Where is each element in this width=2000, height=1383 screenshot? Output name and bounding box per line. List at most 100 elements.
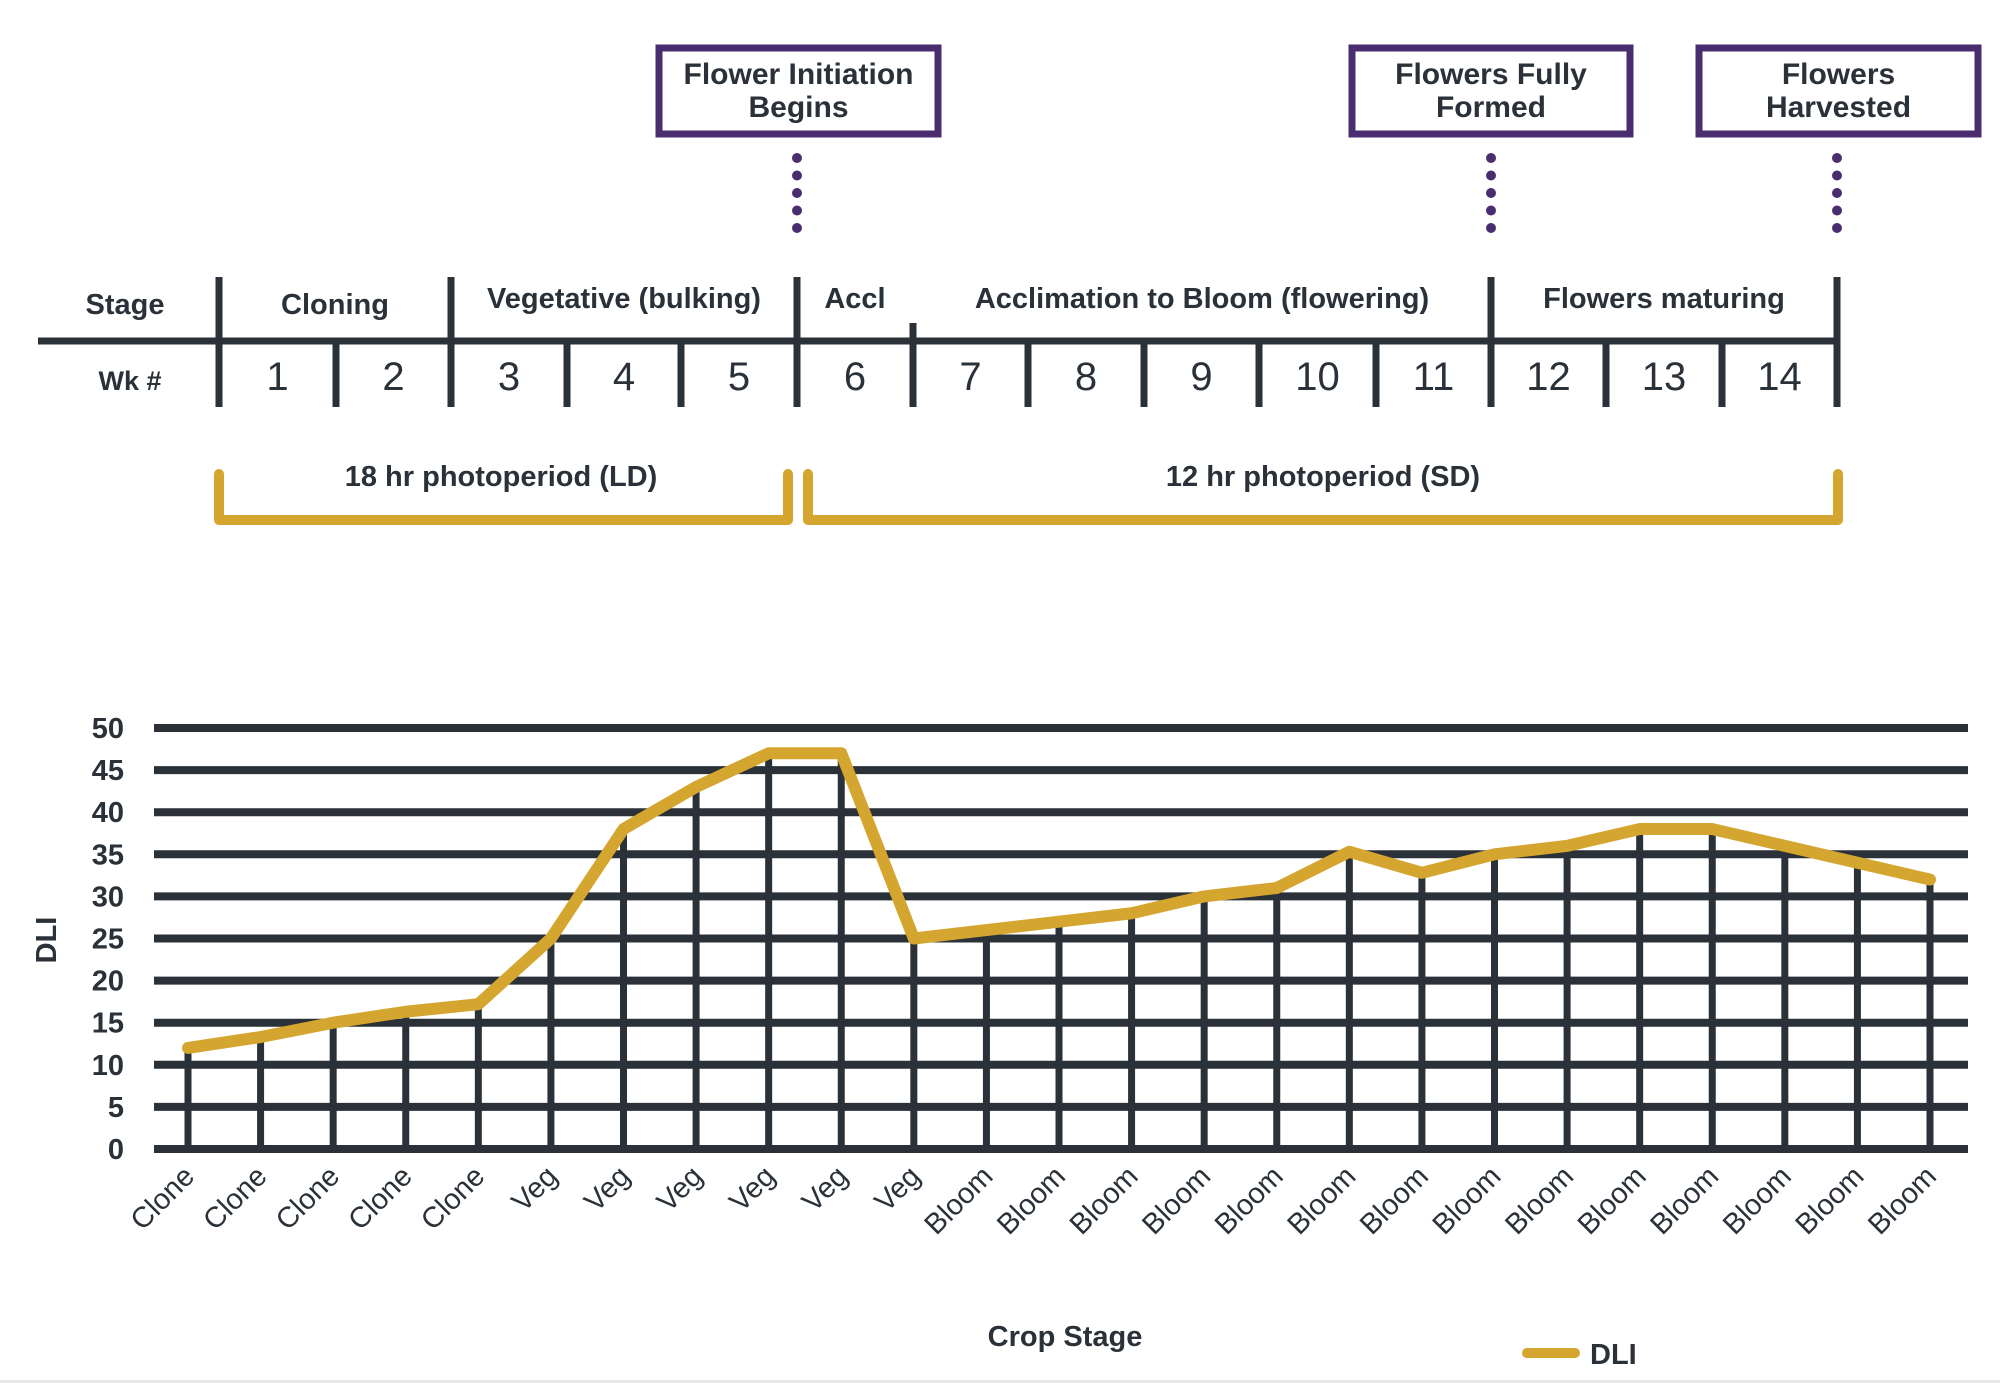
week-number: 4: [613, 355, 635, 399]
x-tick-label: Bloom: [1644, 1160, 1725, 1241]
x-tick-label: Bloom: [1282, 1160, 1363, 1241]
week-number: 5: [728, 355, 750, 399]
x-tick-label: Bloom: [1717, 1160, 1798, 1241]
milestone-text: Formed: [1436, 91, 1546, 124]
milestone-text: Flowers: [1782, 58, 1895, 91]
week-number: 3: [498, 355, 520, 399]
legend: DLI: [1522, 1339, 1637, 1371]
milestone-text: Begins: [748, 91, 848, 124]
milestone-dot: [792, 170, 802, 181]
x-tick-label: Bloom: [1064, 1160, 1145, 1241]
bracket-long-day: [214, 469, 793, 525]
y-tick-label: 35: [92, 839, 124, 871]
x-tick-label: Bloom: [991, 1160, 1072, 1241]
week-number: 2: [382, 355, 404, 399]
milestone-dot: [792, 223, 802, 233]
x-tick-label: Veg: [578, 1160, 636, 1218]
week-number: 14: [1757, 355, 1802, 399]
y-tick-label: 0: [108, 1134, 124, 1166]
milestone-dot: [1486, 205, 1496, 216]
milestone-dot: [1486, 188, 1496, 198]
stage-acclimation-to-bloom: Acclimation to Bloom (flowering): [975, 283, 1429, 315]
y-tick-label: 5: [108, 1092, 124, 1124]
week-number: 9: [1190, 355, 1212, 399]
milestone-dot: [792, 205, 802, 216]
week-number: 12: [1526, 355, 1571, 399]
stage-flowers-maturing: Flowers maturing: [1543, 283, 1785, 315]
x-tick-label: Bloom: [1136, 1160, 1217, 1241]
milestone-dot: [1832, 153, 1842, 163]
x-tick-label: Veg: [724, 1160, 782, 1218]
stage-cloning: Cloning: [281, 289, 389, 321]
x-tick-label: Bloom: [1499, 1160, 1580, 1241]
legend-label-dli: DLI: [1590, 1339, 1637, 1371]
photoperiod-long-day-label: 18 hr photoperiod (LD): [345, 461, 658, 493]
milestone-border: [1695, 44, 1982, 138]
photoperiod-short-day-label: 12 hr photoperiod (SD): [1166, 461, 1480, 493]
week-number: 8: [1075, 355, 1097, 399]
milestone-border: [655, 44, 942, 138]
x-axis-label: Crop Stage: [988, 1321, 1143, 1353]
x-tick-label: Bloom: [1572, 1160, 1653, 1241]
x-tick-label: Bloom: [1862, 1160, 1943, 1241]
y-axis-label: DLI: [31, 917, 63, 964]
vertical-drop-lines: [184, 753, 1934, 1149]
y-tick-label: 10: [92, 1050, 124, 1082]
x-tick-label: Bloom: [1354, 1160, 1435, 1241]
milestone-dot: [1832, 223, 1842, 233]
milestone-dot: [1486, 170, 1496, 181]
milestone-dot: [1486, 153, 1496, 163]
milestone-text: Flower Initiation: [684, 58, 914, 91]
series-line-dli: [182, 747, 1936, 1054]
week-number: 11: [1413, 355, 1455, 399]
x-tick-label: Veg: [869, 1160, 927, 1218]
y-tick-label: 20: [92, 966, 124, 998]
y-tick-label: 15: [92, 1008, 124, 1040]
milestone-dot: [792, 188, 802, 198]
milestone-dot: [792, 153, 802, 163]
x-tick-label: Clone: [342, 1160, 418, 1236]
milestone-dot: [1832, 170, 1842, 181]
bottom-border: [0, 1380, 2000, 1383]
week-number: 1: [266, 355, 288, 399]
x-tick-label: Clone: [197, 1160, 273, 1236]
milestone-text: Flowers Fully: [1395, 58, 1587, 91]
x-tick-label: Veg: [506, 1160, 564, 1218]
stage-row-label: Stage: [86, 289, 165, 321]
stage-accl: Accl: [824, 283, 885, 315]
photoperiod-brackets: 18 hr photoperiod (LD) 12 hr photoperiod…: [214, 461, 1843, 525]
milestone-dot: [1486, 223, 1496, 233]
week-number: 10: [1295, 355, 1340, 399]
horizontal-gridlines: [154, 724, 1968, 1153]
milestone-text: Harvested: [1766, 91, 1911, 124]
y-tick-label: 45: [92, 755, 124, 787]
x-tick-label: Clone: [270, 1160, 346, 1236]
stage-timeline: Stage Wk # Cloning Vegetative (bulking) …: [38, 277, 1841, 407]
y-tick-label: 25: [92, 924, 124, 956]
milestone-border: [1348, 44, 1634, 138]
week-number: 13: [1642, 355, 1687, 399]
x-tick-label: Bloom: [1209, 1160, 1290, 1241]
x-tick-label: Clone: [125, 1160, 201, 1236]
y-tick-label: 30: [92, 881, 124, 913]
x-tick-label: Bloom: [919, 1160, 1000, 1241]
y-tick-label: 50: [92, 713, 124, 745]
bracket-short-day: [803, 469, 1843, 525]
x-tick-label: Veg: [796, 1160, 854, 1218]
y-tick-label: 40: [92, 797, 124, 829]
x-tick-label: Bloom: [1427, 1160, 1508, 1241]
milestone-dot: [1832, 205, 1842, 216]
week-row-label: Wk #: [98, 366, 161, 396]
y-tick-labels: 0 5 10 15 20 25 30 35 40 45 50: [92, 713, 124, 1166]
x-tick-label: Veg: [651, 1160, 709, 1218]
x-tick-label: Clone: [415, 1160, 491, 1236]
milestone-dot: [1832, 188, 1842, 198]
week-number: 7: [959, 355, 981, 399]
